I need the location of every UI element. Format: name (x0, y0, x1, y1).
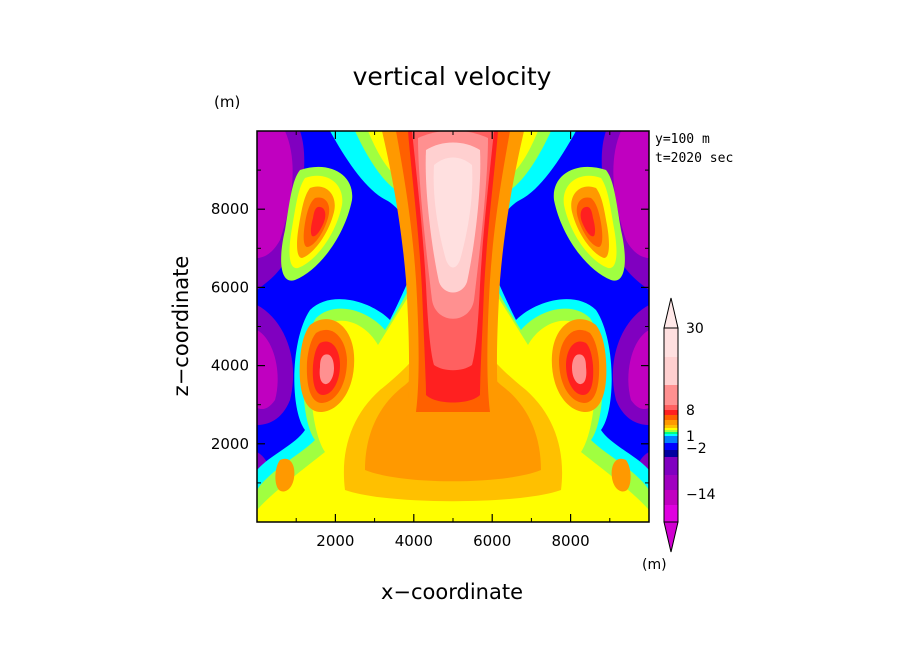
colorbar-segment (664, 475, 678, 490)
colorbar-segment (664, 425, 678, 428)
plume-core (433, 157, 473, 268)
y-tick-label: 6000 (211, 278, 249, 296)
colorbar-segment (664, 432, 678, 434)
colorbar-segment (664, 385, 678, 405)
magenta-left-top (257, 131, 293, 258)
colorbar-unit-label: (m) (642, 557, 667, 573)
x-ticks: 2000 4000 6000 8000 (295, 131, 611, 550)
colorbar-segment (664, 428, 678, 430)
colorbar-segment (664, 430, 678, 432)
x-tick-label: 8000 (552, 532, 590, 550)
annotation-y-position: y=100 m (655, 132, 710, 147)
y-axis-label: z−coordinate (169, 256, 193, 397)
colorbar-segment (664, 410, 678, 415)
magenta-right-mid (628, 330, 649, 410)
red-right-upper (580, 206, 596, 237)
red-left-upper (310, 206, 326, 237)
orange-left-bottom-spot (275, 458, 295, 492)
colorbar-level-label: 30 (686, 321, 704, 337)
light-red-right-lower-blob (572, 354, 587, 385)
colorbar-segment (664, 420, 678, 425)
colorbar-level-label: 8 (686, 403, 695, 419)
x-tick-label: 4000 (395, 532, 433, 550)
x-axis-label: x−coordinate (381, 580, 523, 604)
chart-title: vertical velocity (353, 62, 552, 91)
y-tick-label: 2000 (211, 435, 249, 453)
colorbar-level-label: 1 (686, 429, 695, 445)
colorbar-segment (664, 490, 678, 505)
y-tick-label: 8000 (211, 200, 249, 218)
colorbar-segment (664, 328, 678, 357)
colorbar-segment (664, 505, 678, 522)
colorbar-frame (663, 327, 679, 523)
x-tick-label: 6000 (473, 532, 511, 550)
colorbar-bottom-arrow (663, 521, 679, 553)
colorbar-segment (664, 457, 678, 475)
y-unit-label: (m) (214, 93, 240, 111)
colorbar-level-label: −14 (686, 487, 716, 503)
colorbar-segment (664, 405, 678, 410)
x-tick-label: 2000 (316, 532, 354, 550)
colorbar-top-arrow (663, 297, 679, 329)
y-ticks: 2000 4000 6000 8000 (211, 169, 649, 484)
annotation-time: t=2020 sec (655, 151, 733, 166)
colorbar (663, 297, 679, 553)
colorbar-segment (664, 443, 678, 450)
light-red-left-lower-blob (319, 354, 334, 385)
contour-field (257, 131, 649, 522)
colorbar-labels: 30 8 1−2 −14 (686, 321, 716, 503)
colorbar-segment (664, 434, 678, 436)
y-tick-label: 4000 (211, 357, 249, 375)
magenta-right-top (613, 131, 649, 258)
orange-right-bottom-spot (611, 458, 631, 492)
colorbar-level-label: −2 (686, 441, 707, 457)
colorbar-segment (664, 436, 678, 443)
colorbar-segment (664, 415, 678, 420)
colorbar-segment (664, 450, 678, 457)
colorbar-segment (664, 357, 678, 385)
magenta-left-mid (257, 330, 278, 410)
